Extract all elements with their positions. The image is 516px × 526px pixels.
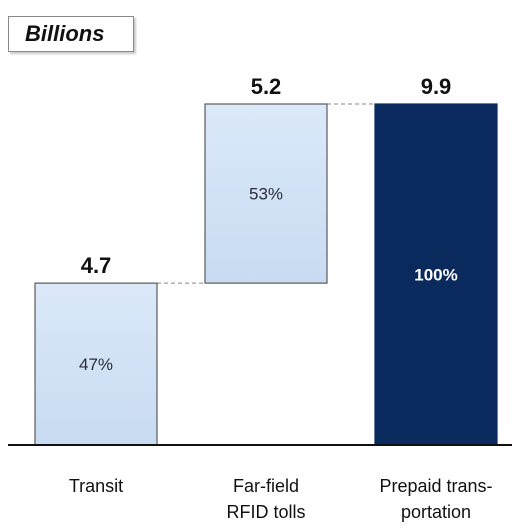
value-label-0: 4.7 — [81, 253, 112, 278]
value-label-2: 9.9 — [421, 74, 452, 99]
percent-label-2: 100% — [414, 266, 457, 285]
bar-2 — [374, 103, 498, 446]
connector-lines — [157, 103, 375, 284]
percent-label-0: 47% — [79, 355, 113, 374]
category-labels-group: Transit Far-field RFID tolls Prepaid trans-… — [69, 476, 493, 522]
percent-label-1: 53% — [249, 185, 283, 204]
value-labels-group: 4.7 5.2 9.9 — [81, 74, 452, 278]
category-label-0-line-0: Transit — [69, 476, 123, 496]
bars-group — [34, 103, 498, 446]
category-label-1-line-0: Far-field — [233, 476, 299, 496]
category-label-2-line-1: portation — [401, 502, 471, 522]
category-label-1-line-1: RFID tolls — [226, 502, 305, 522]
bar-0 — [34, 282, 158, 446]
percent-labels-group: 47% 53% 100% — [79, 185, 458, 374]
bar-1 — [204, 103, 328, 284]
value-label-1: 5.2 — [251, 74, 282, 99]
unit-label: Billions — [8, 16, 134, 52]
category-label-2-line-0: Prepaid trans- — [379, 476, 492, 496]
